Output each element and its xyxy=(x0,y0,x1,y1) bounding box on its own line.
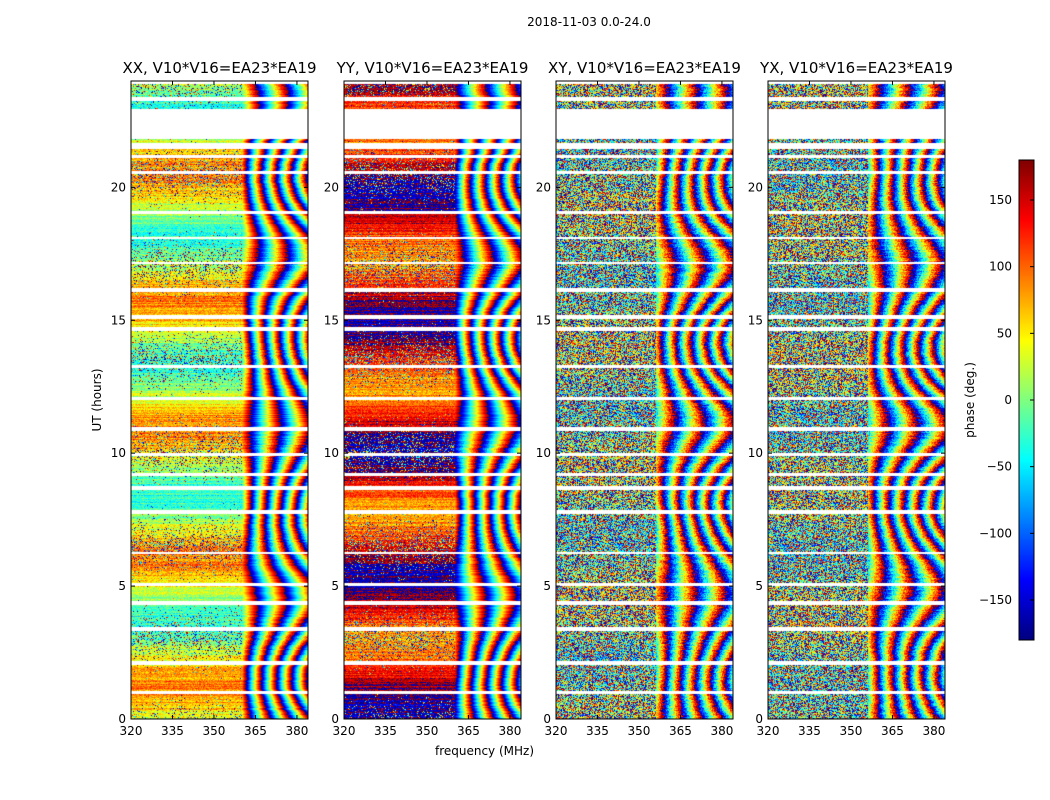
phase-heatmap xyxy=(768,81,945,719)
x-tick-label: 350 xyxy=(840,724,863,738)
y-tick-label: 20 xyxy=(324,180,339,194)
colorbar: 150 100 50 0 −50 −100 −150 phase (deg.) xyxy=(963,159,1035,641)
panel-title: YY, V10*V16=EA23*EA19 xyxy=(336,59,529,77)
y-tick-label: 10 xyxy=(748,446,763,460)
panel-title: YX, V10*V16=EA23*EA19 xyxy=(759,59,953,77)
y-tick-label: 0 xyxy=(543,712,551,726)
colorbar-label: phase (deg.) xyxy=(963,362,977,438)
y-tick-label: 10 xyxy=(324,446,339,460)
x-tick-label: 320 xyxy=(333,724,356,738)
x-tick-label: 320 xyxy=(120,724,143,738)
x-tick-label: 320 xyxy=(545,724,568,738)
colorbar-gradient xyxy=(1019,160,1034,640)
x-tick-label: 380 xyxy=(498,724,521,738)
panel-2: XY, V10*V16=EA23*EA19 320 335 350 365 380 0 5 10… xyxy=(536,59,741,738)
x-tick-label: 365 xyxy=(881,724,904,738)
x-tick-label: 350 xyxy=(416,724,439,738)
colorbar-tick-label: −100 xyxy=(979,526,1012,540)
phase-heatmap xyxy=(344,81,521,719)
panel-0: XX, V10*V16=EA23*EA19 320 335 350 365 380 0 5 10… xyxy=(90,59,317,738)
y-tick-label: 0 xyxy=(755,712,763,726)
phase-heatmap xyxy=(556,81,733,719)
panel-title: XY, V10*V16=EA23*EA19 xyxy=(548,59,741,77)
axes-frame xyxy=(130,80,309,720)
y-tick-label: 15 xyxy=(324,313,339,327)
x-tick-label: 380 xyxy=(285,724,308,738)
y-tick-label: 5 xyxy=(543,579,551,593)
x-tick-label: 320 xyxy=(757,724,780,738)
y-axis-label: UT (hours) xyxy=(90,368,104,431)
panels: XX, V10*V16=EA23*EA19 320 335 350 365 380 0 5 10… xyxy=(90,59,953,758)
panel-3: YX, V10*V16=EA23*EA19 320 335 350 365 380 0 5 10… xyxy=(748,59,953,738)
colorbar-tick-label: −150 xyxy=(979,593,1012,607)
x-tick-label: 335 xyxy=(798,724,821,738)
y-tick-label: 10 xyxy=(536,446,551,460)
axes-frame xyxy=(343,80,522,720)
y-tick-label: 5 xyxy=(118,579,126,593)
x-tick-label: 365 xyxy=(669,724,692,738)
y-tick-label: 20 xyxy=(748,180,763,194)
x-tick-label: 365 xyxy=(457,724,480,738)
x-tick-label: 335 xyxy=(586,724,609,738)
colorbar-tick-label: 100 xyxy=(989,260,1012,274)
colorbar-tick-label: −50 xyxy=(987,460,1012,474)
panel-1: YY, V10*V16=EA23*EA19 320 335 350 365 380 0 5 10… xyxy=(324,59,534,758)
y-tick-label: 0 xyxy=(331,712,339,726)
axes-frame xyxy=(767,80,946,720)
colorbar-tick-label: 0 xyxy=(1004,393,1012,407)
x-tick-label: 350 xyxy=(628,724,651,738)
figure-suptitle: 2018-11-03 0.0-24.0 xyxy=(527,15,651,29)
x-axis-label: frequency (MHz) xyxy=(435,744,534,758)
axes-frame xyxy=(555,80,734,720)
x-tick-label: 350 xyxy=(203,724,226,738)
y-tick-label: 20 xyxy=(536,180,551,194)
y-tick-label: 5 xyxy=(755,579,763,593)
y-tick-label: 15 xyxy=(536,313,551,327)
colorbar-tick-label: 50 xyxy=(997,326,1012,340)
colorbar-tick-label: 150 xyxy=(989,193,1012,207)
panel-title: XX, V10*V16=EA23*EA19 xyxy=(122,59,316,77)
x-tick-label: 335 xyxy=(161,724,184,738)
y-tick-label: 15 xyxy=(111,313,126,327)
y-tick-label: 0 xyxy=(118,712,126,726)
y-tick-label: 20 xyxy=(111,180,126,194)
x-tick-label: 335 xyxy=(374,724,397,738)
x-tick-label: 365 xyxy=(244,724,267,738)
x-tick-label: 380 xyxy=(922,724,945,738)
x-tick-label: 380 xyxy=(710,724,733,738)
y-tick-label: 10 xyxy=(111,446,126,460)
y-tick-label: 15 xyxy=(748,313,763,327)
y-tick-label: 5 xyxy=(331,579,339,593)
phase-heatmap xyxy=(131,81,308,719)
